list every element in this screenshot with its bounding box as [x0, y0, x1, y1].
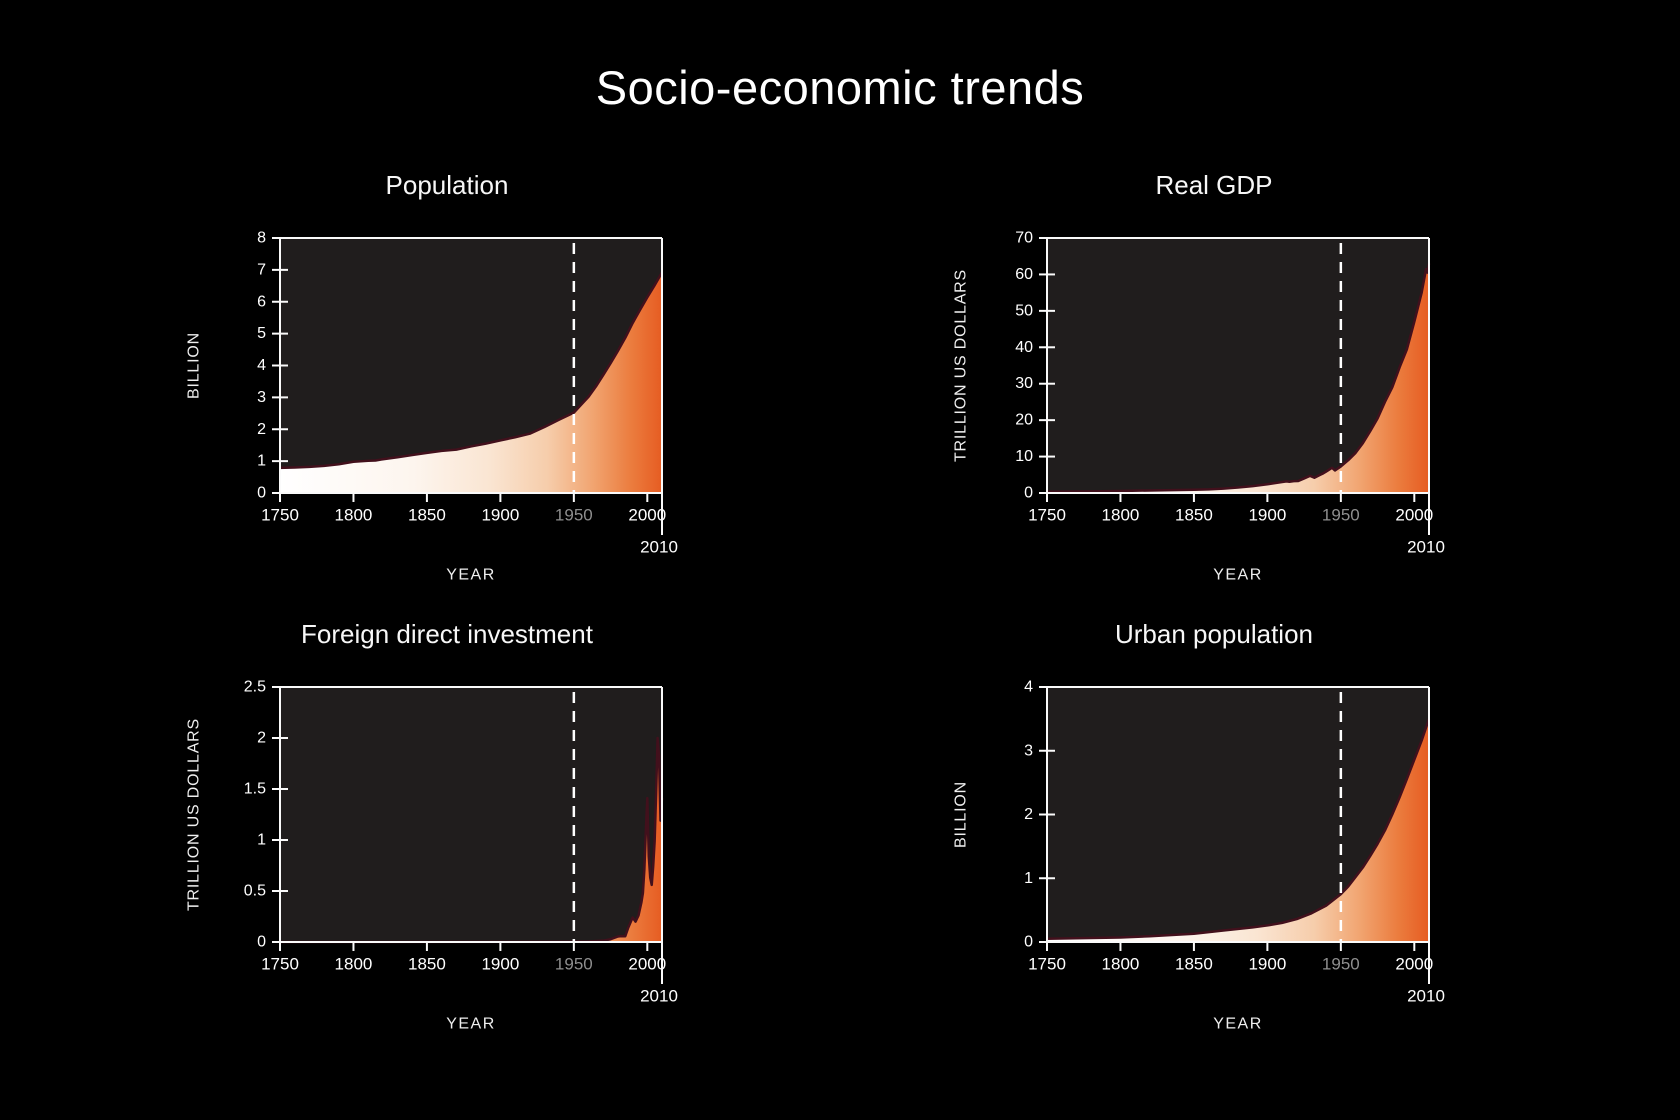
data-line	[1046, 718, 1431, 941]
y-tick-label: 1.5	[244, 781, 266, 798]
y-tick-label: 4	[1024, 679, 1033, 696]
y-tick-label: 40	[1015, 339, 1033, 356]
x-tick-label: 1950	[1322, 955, 1360, 974]
y-tick-label: 1	[1024, 870, 1033, 887]
y-tick-label: 0	[1024, 485, 1033, 502]
plot-population: 0 1 2 3 4 5 6 7 8 1750 1800 1850 1900 1950 2000 2010 Pop…	[186, 170, 678, 584]
x-tick-label: 1950	[1322, 506, 1360, 525]
area-fill	[1047, 263, 1429, 493]
y-tick-label: 10	[1015, 448, 1033, 465]
y-tick-label: 1	[257, 453, 266, 470]
x-tick-label: 1750	[261, 506, 299, 525]
x-end-label-2010: 2010	[640, 987, 678, 1006]
y-tick-label: 30	[1015, 375, 1033, 392]
y-tick-label: 8	[257, 230, 266, 247]
x-axis-title: YEAR	[446, 1016, 496, 1033]
x-tick-label: 1850	[1175, 506, 1213, 525]
x-tick-label: 1950	[555, 506, 593, 525]
chart-title: Population	[386, 170, 509, 200]
y-tick-label: 2	[1024, 806, 1033, 823]
y-axis-title: TRILLION US DOLLARS	[953, 269, 970, 462]
y-tick-label: 0	[257, 485, 266, 502]
x-tick-label: 1900	[481, 506, 519, 525]
y-tick-label: 2	[257, 421, 266, 438]
main-title: Socio-economic trends	[595, 61, 1085, 114]
plot-area	[280, 687, 662, 942]
x-axis-title: YEAR	[1213, 567, 1263, 584]
chart-title: Urban population	[1115, 619, 1313, 649]
x-tick-label: 1900	[481, 955, 519, 974]
y-tick-label: 0	[1024, 934, 1033, 951]
x-tick-label: 1900	[1248, 506, 1286, 525]
x-tick-label: 1750	[261, 955, 299, 974]
y-tick-label: 7	[257, 261, 266, 278]
y-tick-label: 3	[257, 389, 266, 406]
y-tick-label: 20	[1015, 412, 1033, 429]
plot-real-gdp: 0 10 20 30 40 50 60 70 1750 1800 1850 1900 1950 2000 2…	[953, 170, 1445, 584]
y-axis-title: BILLION	[953, 781, 970, 848]
area-fill	[280, 272, 662, 493]
x-end-label-2010: 2010	[1407, 987, 1445, 1006]
data-line	[1046, 263, 1431, 493]
x-tick-label: 2000	[628, 506, 666, 525]
x-axis-title: YEAR	[1213, 1016, 1263, 1033]
y-axis-title: TRILLION US DOLLARS	[186, 718, 203, 911]
y-tick-label: 0	[257, 934, 266, 951]
area-fill	[1047, 718, 1429, 942]
x-tick-label: 1750	[1028, 955, 1066, 974]
x-tick-label: 1750	[1028, 506, 1066, 525]
y-tick-label: 4	[257, 357, 266, 374]
y-tick-label: 3	[1024, 742, 1033, 759]
chart-title: Foreign direct investment	[301, 619, 594, 649]
chart-title: Real GDP	[1155, 170, 1272, 200]
y-tick-label: 6	[257, 293, 266, 310]
chart-urban-population: 0 1 2 3 4 1750 1800 1850 1900 1950 2000 2010 Urban p…	[937, 612, 1457, 1037]
x-tick-label: 1800	[335, 506, 373, 525]
y-tick-label: 0.5	[244, 883, 266, 900]
x-end-label-2010: 2010	[1407, 538, 1445, 557]
plot-urban-population: 0 1 2 3 4 1750 1800 1850 1900 1950 2000 2010 Urban p…	[953, 619, 1445, 1033]
x-tick-label: 1850	[1175, 955, 1213, 974]
x-tick-label: 1900	[1248, 955, 1286, 974]
x-tick-label: 2000	[1395, 506, 1433, 525]
plot-foreign-direct-investment: 0 0.5 1 1.5 2 2.5 1750 1800 1850 1900 1950 2000 2010…	[186, 619, 678, 1033]
chart-foreign-direct-investment: 0 0.5 1 1.5 2 2.5 1750 1800 1850 1900 1950 2000 2010…	[170, 612, 690, 1037]
y-tick-label: 2.5	[244, 679, 266, 696]
data-line	[279, 736, 664, 944]
y-tick-label: 1	[257, 832, 266, 849]
x-tick-label: 1800	[1102, 955, 1140, 974]
y-tick-label: 70	[1015, 230, 1033, 247]
chart-real-gdp: 0 10 20 30 40 50 60 70 1750 1800 1850 1900 1950 2000 2…	[937, 163, 1457, 588]
y-tick-label: 5	[257, 325, 266, 342]
x-tick-label: 2000	[1395, 955, 1433, 974]
x-tick-label: 1800	[1102, 506, 1140, 525]
y-tick-label: 50	[1015, 302, 1033, 319]
data-line	[279, 271, 664, 470]
x-tick-label: 1800	[335, 955, 373, 974]
x-axis-title: YEAR	[446, 567, 496, 584]
chart-population: 0 1 2 3 4 5 6 7 8 1750 1800 1850 1900 1950 2000 2010 Pop…	[170, 163, 690, 588]
x-end-label-2010: 2010	[640, 538, 678, 557]
y-axis-title: BILLION	[186, 332, 203, 399]
x-tick-label: 1950	[555, 955, 593, 974]
y-tick-label: 2	[257, 730, 266, 747]
x-tick-label: 1850	[408, 955, 446, 974]
x-tick-label: 1850	[408, 506, 446, 525]
x-tick-label: 2000	[628, 955, 666, 974]
y-tick-label: 60	[1015, 266, 1033, 283]
